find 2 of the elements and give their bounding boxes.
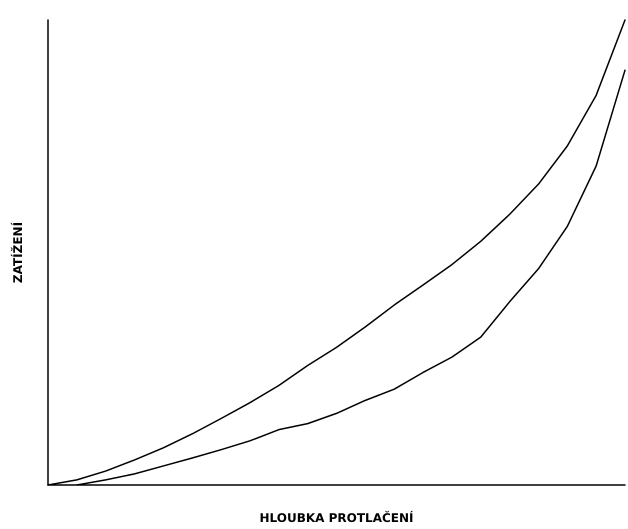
x-axis-title: HLOUBKA PROTLAČENÍ: [260, 510, 414, 525]
y-axis-title: ZATÍŽENÍ: [10, 221, 25, 284]
